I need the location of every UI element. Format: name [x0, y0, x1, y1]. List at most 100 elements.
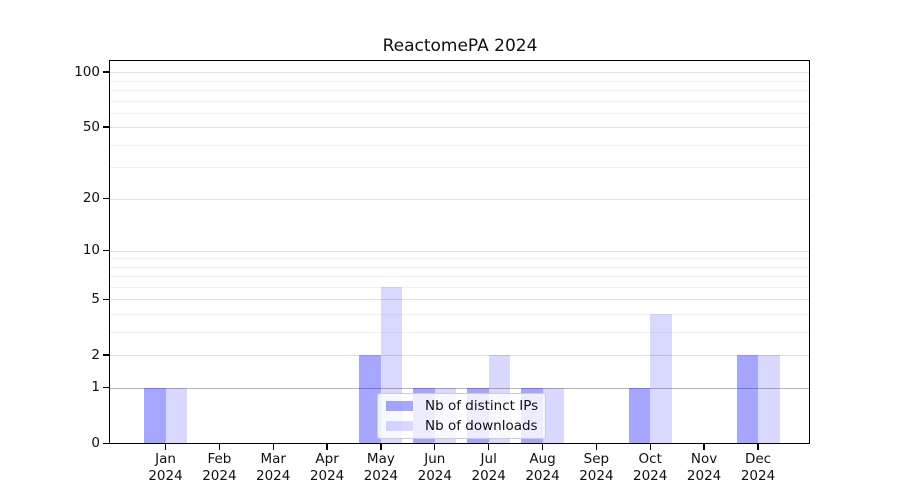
y-tick-mark: [103, 249, 109, 252]
x-tick-label-month: Oct: [638, 451, 662, 467]
x-tick-label: Mar 2024: [237, 451, 309, 485]
legend-label-downloads: Nb of downloads: [425, 418, 538, 434]
y-tick-label: 2: [91, 346, 100, 363]
y-gridline-major: [110, 127, 810, 129]
x-tick-mark: [541, 444, 544, 450]
x-tick-label: Oct 2024: [614, 451, 686, 485]
y-gridline-major: [110, 72, 810, 74]
x-tick-label-year: 2024: [633, 468, 668, 484]
bar-distinct-ips-Dec: [736, 355, 758, 444]
x-tick-label-month: Sep: [583, 451, 610, 467]
x-tick-mark: [380, 444, 382, 450]
y-tick-mark: [103, 354, 109, 356]
legend-row-downloads: Nb of downloads: [386, 418, 538, 434]
bar-distinct-ips-Oct: [628, 387, 651, 444]
x-tick-label-year: 2024: [579, 468, 614, 484]
y-tick-label: 5: [91, 290, 100, 307]
x-tick-label-month: Dec: [744, 451, 772, 467]
x-tick-label-month: Jan: [155, 451, 176, 467]
y-tick-label: 1: [91, 379, 100, 396]
y-gridline-major: [110, 198, 810, 200]
x-tick-label: Nov 2024: [668, 451, 740, 485]
y-gridline-major: [110, 387, 810, 389]
y-gridline-major: [110, 250, 810, 252]
y-gridline-minor: [110, 100, 810, 102]
legend-row-distinct-ips: Nb of distinct IPs: [386, 398, 539, 414]
y-tick-mark: [103, 387, 109, 389]
x-tick-label-year: 2024: [417, 468, 452, 484]
chart-title: ReactomePA 2024: [382, 36, 538, 56]
x-tick-label-month: Jun: [424, 451, 446, 467]
x-tick-label-year: 2024: [202, 468, 237, 484]
y-tick-mark: [103, 71, 109, 73]
y-gridline-minor: [110, 167, 810, 169]
x-tick-label-year: 2024: [740, 468, 776, 484]
bar-downloads-Dec: [758, 355, 780, 444]
y-tick-mark: [103, 442, 109, 445]
x-tick-mark: [488, 444, 490, 450]
x-tick-label: Dec 2024: [722, 451, 794, 485]
bar-distinct-ips-Jan: [144, 387, 166, 444]
y-tick-label: 100: [74, 63, 100, 80]
x-tick-label-month: Jul: [480, 451, 497, 467]
y-tick-label: 10: [82, 242, 100, 259]
y-tick-label: 50: [82, 118, 100, 135]
legend: Nb of distinct IPs Nb of downloads: [377, 393, 546, 439]
y-gridline-minor: [110, 332, 810, 333]
y-tick-label: 20: [82, 190, 100, 206]
x-tick-label: May 2024: [345, 451, 417, 485]
x-tick-mark: [272, 444, 274, 450]
y-tick-mark: [103, 126, 109, 128]
x-tick-label-month: Nov: [690, 451, 718, 467]
x-tick-label: Jun 2024: [399, 451, 471, 485]
legend-swatch-distinct-ips: [386, 401, 413, 411]
legend-label-distinct-ips: Nb of distinct IPs: [425, 398, 539, 414]
x-tick-label: Sep 2024: [560, 451, 632, 485]
x-tick-mark: [649, 444, 651, 450]
y-gridline-minor: [110, 112, 810, 114]
y-gridline-major: [110, 355, 810, 357]
y-gridline-minor: [110, 89, 810, 91]
x-tick-label: Feb 2024: [183, 451, 255, 485]
x-tick-label-year: 2024: [471, 468, 506, 484]
x-tick-label: Jul 2024: [453, 451, 525, 485]
y-gridline-minor: [110, 314, 810, 315]
y-tick-label: 0: [91, 435, 100, 451]
x-tick-mark: [595, 444, 598, 450]
y-gridline-minor: [110, 266, 810, 268]
x-tick-label: Aug 2024: [507, 451, 579, 485]
x-tick-label: Apr 2024: [291, 451, 363, 485]
bar-downloads-Oct: [650, 314, 672, 444]
y-gridline-minor: [110, 144, 810, 146]
x-tick-label-month: Mar: [260, 451, 286, 467]
x-tick-label-month: May: [366, 451, 395, 467]
x-tick-mark: [757, 444, 759, 450]
x-tick-mark: [218, 444, 221, 450]
y-tick-mark: [103, 298, 109, 300]
x-tick-label-year: 2024: [363, 468, 399, 484]
y-gridline-minor: [110, 276, 810, 278]
x-tick-label-month: Apr: [315, 451, 339, 467]
x-tick-mark: [434, 444, 436, 450]
x-tick-mark: [164, 444, 167, 450]
y-gridline-major: [110, 299, 810, 301]
bar-downloads-Jan: [165, 387, 187, 444]
y-tick-mark: [103, 197, 109, 200]
bar-distinct-ips-May: [359, 355, 381, 444]
x-tick-label-year: 2024: [309, 468, 345, 484]
x-tick-mark: [703, 444, 705, 450]
x-tick-label-year: 2024: [256, 468, 291, 484]
x-tick-label-year: 2024: [686, 468, 722, 484]
x-tick-label-month: Feb: [207, 451, 232, 467]
x-tick-mark: [326, 444, 328, 450]
x-tick-label-year: 2024: [148, 468, 183, 484]
y-gridline-minor: [110, 286, 810, 288]
y-gridline-minor: [110, 80, 810, 82]
y-gridline-minor: [110, 258, 810, 260]
x-tick-label: Jan 2024: [130, 451, 202, 485]
bar-downloads-Aug: [542, 387, 564, 444]
legend-swatch-downloads: [386, 421, 413, 431]
